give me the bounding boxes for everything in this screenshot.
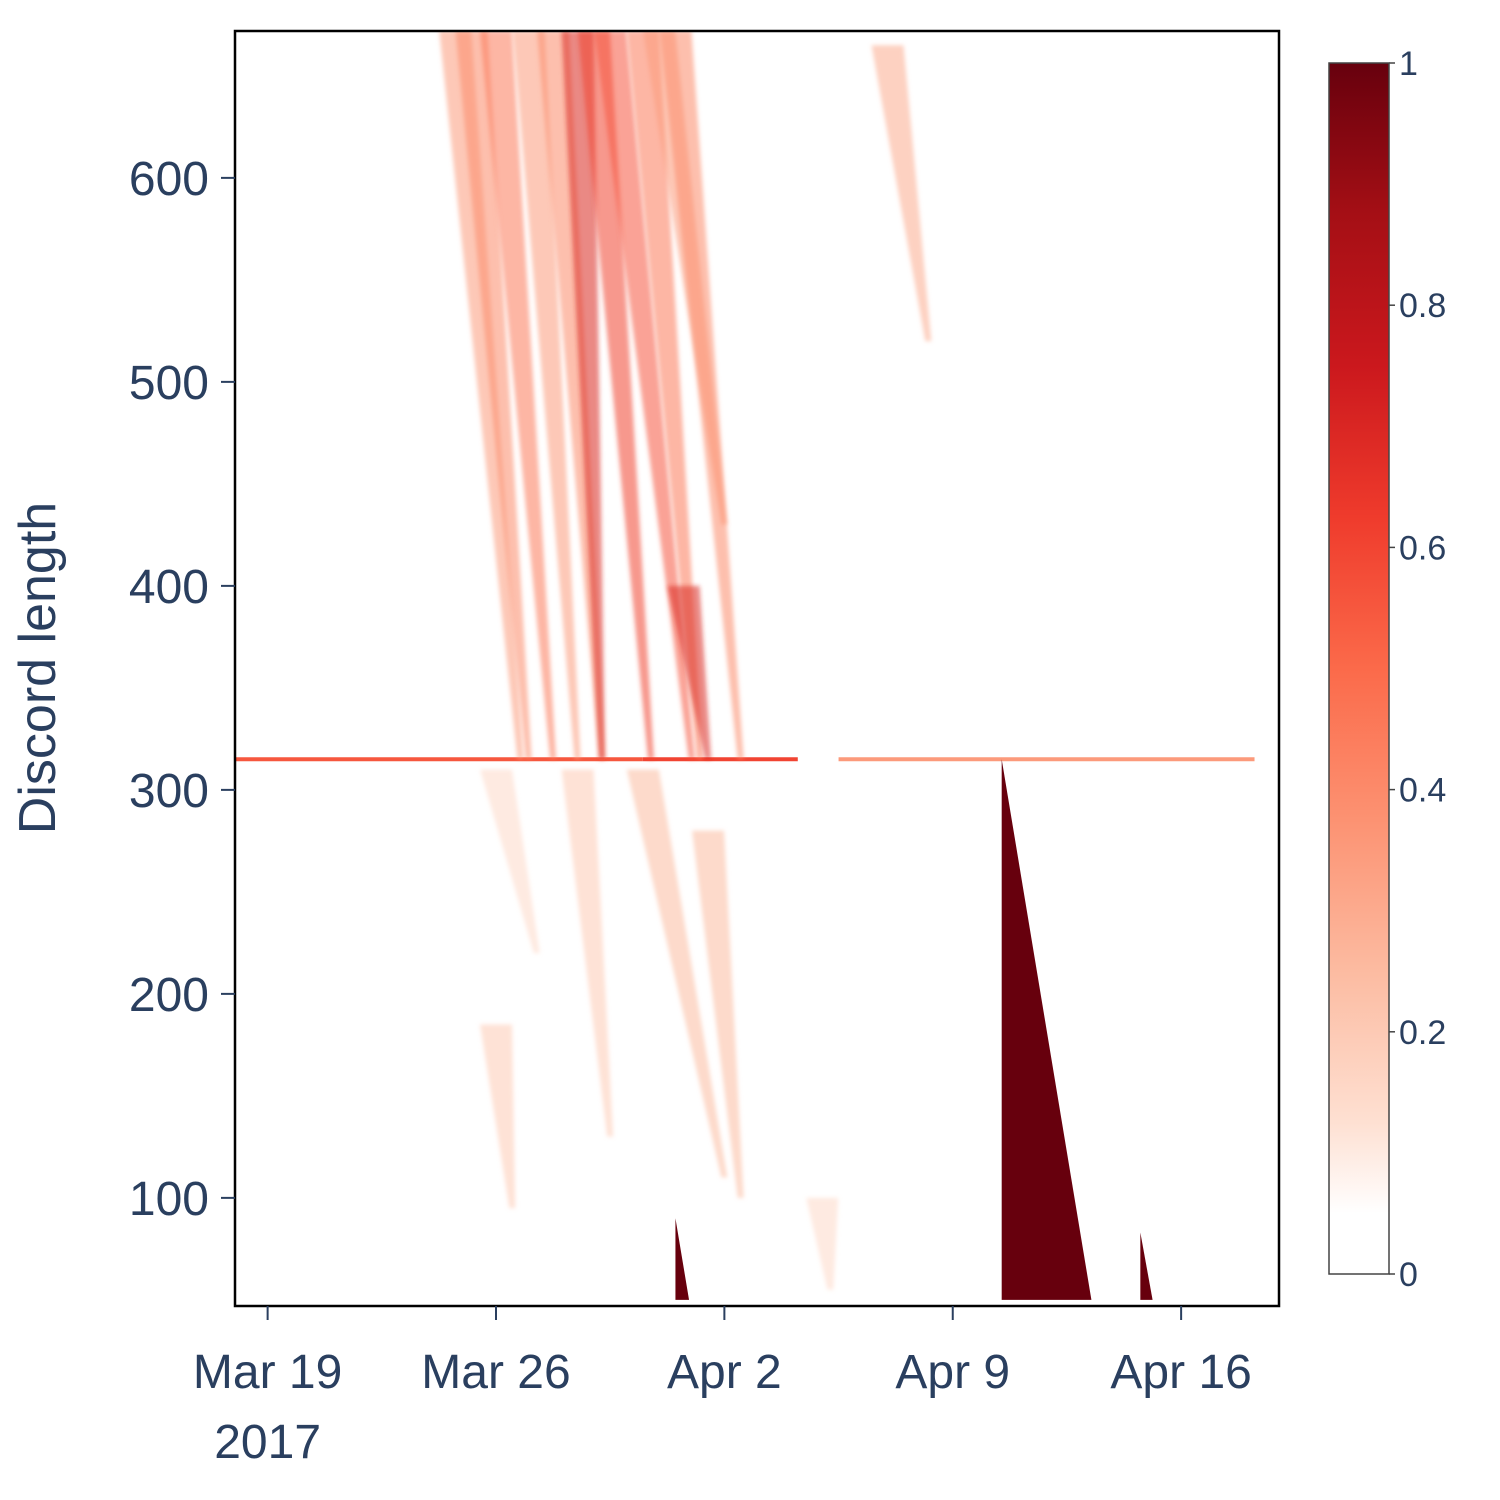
heatmap-streak	[594, 31, 695, 760]
colorbar-tick-label: 0.6	[1399, 529, 1446, 567]
heatmap-streak	[480, 31, 557, 760]
x-tick-label: Mar 26	[421, 1346, 570, 1399]
heatmap-anomaly-wedge	[1001, 759, 1092, 1300]
heatmap-anomaly-wedge	[675, 1218, 690, 1300]
heatmap-streak	[659, 31, 744, 760]
x-tick-label: Apr 16	[1110, 1346, 1251, 1399]
x-tick-label: Mar 19	[193, 1346, 342, 1399]
heatmap-layer	[235, 31, 1255, 1300]
x-axis: Mar 19 2017 Mar 26 Apr 2 Apr 9 Apr 16	[193, 1306, 1252, 1469]
heatmap-streak	[577, 31, 654, 760]
heatmap-streak	[626, 769, 728, 1178]
plot-frame	[233, 29, 1281, 1308]
heatmap-streak	[692, 830, 744, 1198]
y-tick-label: 500	[129, 357, 209, 410]
y-tick-label: 200	[129, 969, 209, 1022]
colorbar: 0 0.2 0.4 0.6 0.8 1	[1328, 45, 1446, 1294]
y-tick-label: 400	[129, 561, 209, 614]
heatmap-streak	[806, 1197, 839, 1290]
heatmap-streak	[537, 31, 606, 760]
colorbar-tick-label: 0.8	[1399, 287, 1446, 325]
colorbar-tick-label: 0.4	[1399, 772, 1446, 810]
y-tick-label: 300	[129, 765, 209, 818]
y-axis-title: Discord length	[9, 502, 67, 834]
colorbar-tick-label: 0.2	[1399, 1014, 1446, 1052]
heatmap-anomaly-wedge	[1140, 1232, 1153, 1300]
x-tick-label: Apr 2	[667, 1346, 782, 1399]
heatmap-streak	[667, 585, 712, 760]
colorbar-tick-label: 1	[1399, 45, 1418, 83]
colorbar-tick-label: 0	[1399, 1256, 1418, 1294]
y-tick-label: 600	[129, 153, 209, 206]
plot-background	[235, 31, 1279, 1306]
y-axis: 100 200 300 400 500 600	[129, 153, 235, 1226]
heatmap-streak	[480, 769, 540, 954]
heatmap-streak	[561, 769, 614, 1137]
heatmap-streak	[871, 45, 932, 342]
y-tick-label: 100	[129, 1173, 209, 1226]
heatmap-streak	[439, 31, 524, 760]
heatmap-streak	[512, 31, 581, 760]
heatmap-streak	[455, 31, 532, 760]
x-tick-sublabel: 2017	[214, 1416, 321, 1469]
colorbar-gradient	[1328, 62, 1390, 1275]
heatmap-streak	[626, 31, 703, 760]
heatmap-streak	[561, 31, 606, 760]
x-tick-label: Apr 9	[895, 1346, 1010, 1399]
heatmap-streak	[480, 1024, 516, 1209]
